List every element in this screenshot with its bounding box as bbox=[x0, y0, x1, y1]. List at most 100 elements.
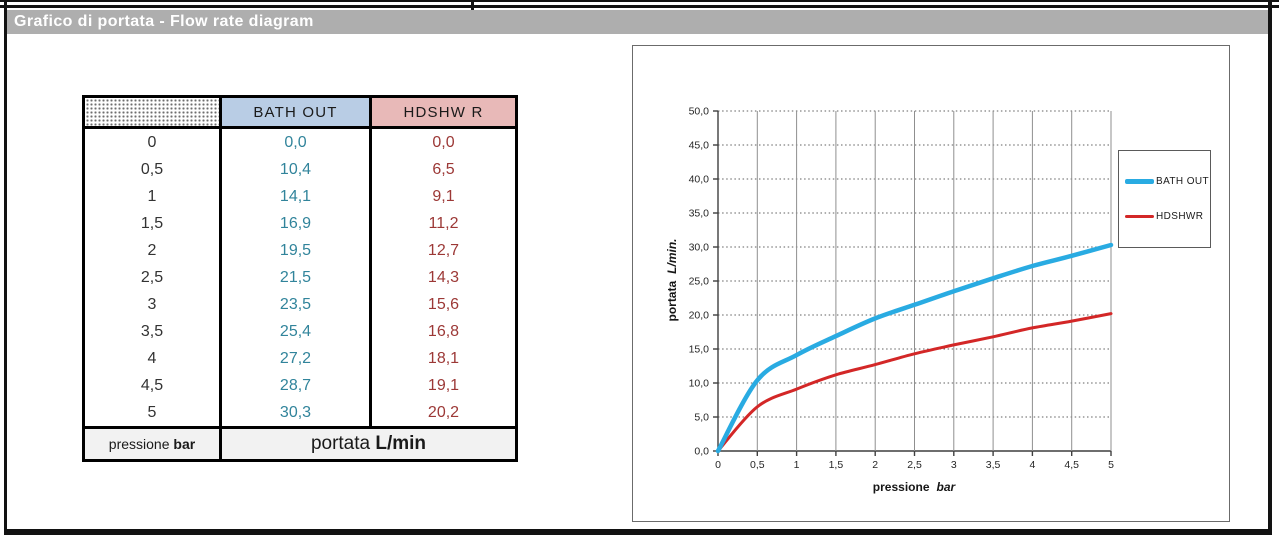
hdshwr-cell: 16,8 bbox=[369, 318, 518, 345]
hdshwr-cell: 20,2 bbox=[369, 399, 518, 429]
table-row: 2 19,5 12,7 bbox=[82, 237, 518, 264]
legend-entry-bath-out: BATH OUT bbox=[1119, 176, 1210, 187]
hatched-corner-cell bbox=[82, 95, 222, 129]
bath-out-cell: 14,1 bbox=[219, 183, 372, 210]
flow-rate-table: BATH OUT HDSHW R 0 0,0 0,0 0,5 10,4 6,5 1 14,… bbox=[82, 95, 518, 462]
legend-label-bath-out: BATH OUT bbox=[1156, 175, 1210, 187]
hdshwr-line-swatch bbox=[1125, 215, 1154, 219]
svg-text:5,0: 5,0 bbox=[694, 412, 709, 424]
series-line-bath-out bbox=[715, 242, 1114, 454]
table-header-row: BATH OUT HDSHW R bbox=[82, 95, 518, 129]
pressure-cell: 0,5 bbox=[82, 156, 222, 183]
bath-out-cell: 27,2 bbox=[219, 345, 372, 372]
flow-rate-chart-container: 0,0 5,0 10,0 15,0 20,0 25,0 30,0 35,0 40,0 45,0 50… bbox=[632, 45, 1230, 522]
pressure-cell: 3 bbox=[82, 291, 222, 318]
svg-text:10,0: 10,0 bbox=[689, 378, 710, 390]
pressure-cell: 4,5 bbox=[82, 372, 222, 399]
table-row: 1 14,1 9,1 bbox=[82, 183, 518, 210]
upper-table-column-divider bbox=[471, 2, 474, 10]
flow-rate-chart: 0,05,010,015,020,025,030,035,040,045,050… bbox=[665, 106, 1115, 495]
pressure-unit-cell: pressione bar bbox=[82, 426, 222, 462]
legend-label-hdshwr: HDSHWR bbox=[1156, 211, 1204, 223]
hdshwr-column-header: HDSHW R bbox=[369, 95, 518, 129]
chart-legend: BATH OUT HDSHWR bbox=[1118, 150, 1211, 248]
svg-text:1,5: 1,5 bbox=[829, 459, 844, 471]
svg-text:30,0: 30,0 bbox=[689, 242, 710, 254]
table-row: 4 27,2 18,1 bbox=[82, 345, 518, 372]
bath-out-cell: 30,3 bbox=[219, 399, 372, 429]
hdshwr-cell: 15,6 bbox=[369, 291, 518, 318]
section-title-bar: Grafico di portata - Flow rate diagram bbox=[7, 10, 1271, 34]
hdshwr-cell: 12,7 bbox=[369, 237, 518, 264]
legend-entry-hdshwr: HDSHWR bbox=[1119, 211, 1210, 222]
flow-unit-cell: portata L/min bbox=[219, 426, 518, 462]
lmin-unit-label: L/min bbox=[375, 433, 427, 454]
chart-axis-ticks: 0,05,010,015,020,025,030,035,040,045,050… bbox=[689, 106, 1115, 472]
pressure-cell: 0 bbox=[82, 127, 222, 156]
hdshwr-cell: 0,0 bbox=[369, 127, 518, 156]
table-row: 3,5 25,4 16,8 bbox=[82, 318, 518, 345]
bath-out-cell: 19,5 bbox=[219, 237, 372, 264]
pressione-label: pressione bbox=[108, 436, 170, 452]
pressure-cell: 1,5 bbox=[82, 210, 222, 237]
svg-text:4,5: 4,5 bbox=[1064, 459, 1079, 471]
svg-text:50,0: 50,0 bbox=[689, 106, 710, 118]
bath-out-line-swatch bbox=[1125, 178, 1154, 184]
pressure-cell: 1 bbox=[82, 183, 222, 210]
bath-out-cell: 21,5 bbox=[219, 264, 372, 291]
pressure-cell: 2,5 bbox=[82, 264, 222, 291]
svg-text:0,0: 0,0 bbox=[694, 446, 709, 458]
svg-text:0,5: 0,5 bbox=[750, 459, 765, 471]
y-axis-title: portataL/min. bbox=[665, 238, 679, 321]
bath-out-cell: 23,5 bbox=[219, 291, 372, 318]
svg-text:45,0: 45,0 bbox=[689, 140, 710, 152]
hdshwr-cell: 6,5 bbox=[369, 156, 518, 183]
bath-out-cell: 25,4 bbox=[219, 318, 372, 345]
svg-text:25,0: 25,0 bbox=[689, 276, 710, 288]
svg-text:40,0: 40,0 bbox=[689, 174, 710, 186]
svg-text:2,5: 2,5 bbox=[907, 459, 922, 471]
hdshwr-cell: 14,3 bbox=[369, 264, 518, 291]
svg-text:1: 1 bbox=[794, 459, 800, 471]
chart-grid bbox=[717, 110, 1112, 452]
table-row: 2,5 21,5 14,3 bbox=[82, 264, 518, 291]
svg-text:4: 4 bbox=[1029, 459, 1035, 471]
x-axis-title: pressione bar bbox=[873, 480, 957, 494]
hdshwr-cell: 18,1 bbox=[369, 345, 518, 372]
table-row: 4,5 28,7 19,1 bbox=[82, 372, 518, 399]
svg-text:35,0: 35,0 bbox=[689, 208, 710, 220]
bath-out-column-header: BATH OUT bbox=[219, 95, 372, 129]
page-right-border bbox=[1268, 0, 1272, 534]
page-bottom-border bbox=[4, 529, 1272, 535]
table-row: 0,5 10,4 6,5 bbox=[82, 156, 518, 183]
page-title: Grafico di portata - Flow rate diagram bbox=[14, 13, 314, 30]
upper-table-bottom-edge bbox=[0, 0, 1279, 10]
svg-text:20,0: 20,0 bbox=[689, 310, 710, 322]
hdshwr-cell: 9,1 bbox=[369, 183, 518, 210]
bath-out-cell: 10,4 bbox=[219, 156, 372, 183]
bath-out-cell: 28,7 bbox=[219, 372, 372, 399]
table-row: 0 0,0 0,0 bbox=[82, 127, 518, 156]
pressure-cell: 3,5 bbox=[82, 318, 222, 345]
svg-text:3: 3 bbox=[951, 459, 957, 471]
table-footer-row: pressione bar portata L/min bbox=[82, 426, 518, 462]
svg-text:0: 0 bbox=[715, 459, 721, 471]
hdshwr-cell: 11,2 bbox=[369, 210, 518, 237]
svg-text:15,0: 15,0 bbox=[689, 344, 710, 356]
svg-text:2: 2 bbox=[872, 459, 878, 471]
page-left-border bbox=[4, 0, 7, 534]
bath-out-cell: 0,0 bbox=[219, 127, 372, 156]
pressure-cell: 2 bbox=[82, 237, 222, 264]
svg-text:5: 5 bbox=[1108, 459, 1114, 471]
svg-text:3,5: 3,5 bbox=[986, 459, 1001, 471]
chart-series-lines bbox=[715, 242, 1114, 454]
bath-out-cell: 16,9 bbox=[219, 210, 372, 237]
table-row: 5 30,3 20,2 bbox=[82, 399, 518, 429]
hdshwr-cell: 19,1 bbox=[369, 372, 518, 399]
series-line-hdshwr bbox=[716, 312, 1113, 453]
table-row: 1,5 16,9 11,2 bbox=[82, 210, 518, 237]
bar-unit-label: bar bbox=[173, 436, 196, 452]
table-row: 3 23,5 15,6 bbox=[82, 291, 518, 318]
portata-label: portata bbox=[310, 433, 371, 454]
